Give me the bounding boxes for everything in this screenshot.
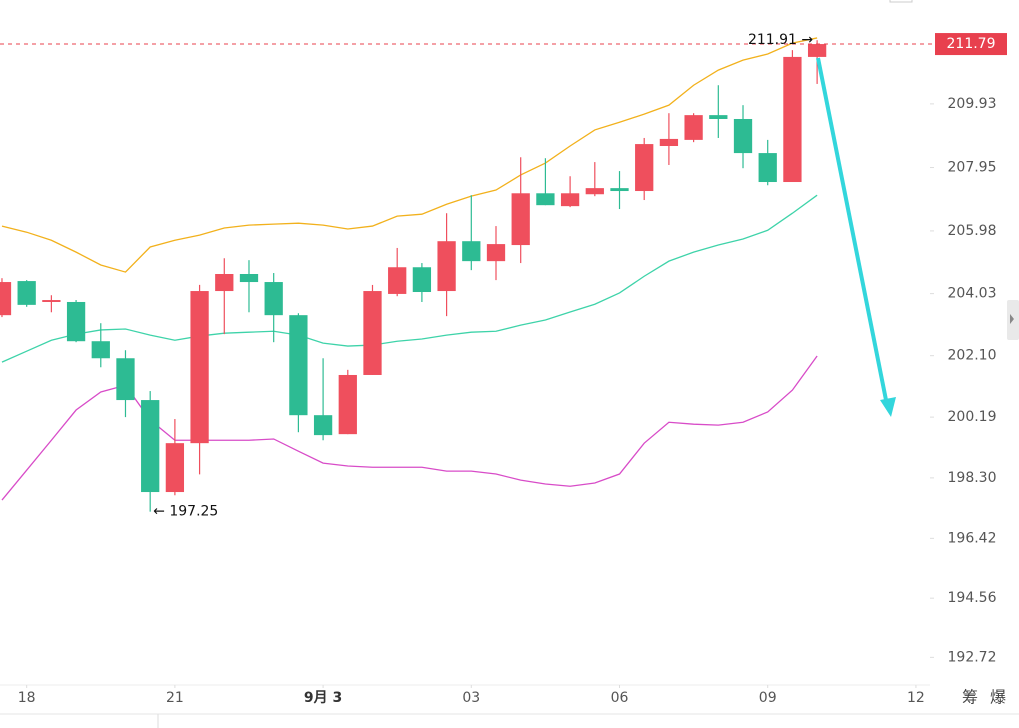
candle-body: [17, 281, 36, 305]
candle-body: [0, 282, 12, 316]
min-label: ← 197.25: [153, 504, 218, 520]
y-tick-label: 192.72: [948, 649, 997, 665]
side-button[interactable]: 爆: [990, 688, 1006, 707]
y-tick-label: 209.93: [948, 96, 997, 112]
band-line: [1, 355, 818, 501]
x-tick-label: 21: [166, 690, 184, 706]
candle-body: [635, 144, 654, 192]
candle-body: [66, 301, 86, 342]
candle-body: [289, 315, 308, 416]
side-handle-icon: [1010, 314, 1014, 324]
candle-body: [190, 291, 209, 444]
candle-body: [388, 267, 407, 294]
candle-body: [239, 274, 259, 283]
y-tick-label: 194.56: [948, 590, 997, 606]
y-tick-label: 196.42: [948, 530, 997, 546]
plot-area: 209.93 207.95 205.98 204.03 202.10 200.19 198.…: [0, 32, 1007, 706]
y-tick-label: 205.98: [948, 223, 997, 239]
candle-body: [412, 267, 432, 293]
candle-body: [141, 400, 160, 493]
band-line: [1, 194, 818, 363]
candle-body: [733, 118, 753, 154]
candle-body: [165, 443, 185, 493]
candle-body: [536, 193, 555, 206]
candle-body: [807, 44, 827, 57]
x-tick-label: 06: [611, 690, 629, 706]
candle-body: [437, 241, 456, 292]
candle-body: [758, 153, 777, 183]
x-tick-label: 03: [462, 690, 480, 706]
x-tick-label: 18: [18, 690, 36, 706]
candle-body: [363, 291, 382, 375]
candle-body: [338, 374, 357, 435]
band-line: [1, 37, 818, 273]
candle-body: [215, 274, 234, 292]
last-price-box: [935, 33, 1007, 56]
candle-body: [610, 188, 629, 192]
corner-button[interactable]: [889, 0, 913, 3]
x-tick-label: 9月 3: [304, 690, 342, 706]
y-tick-label: 207.95: [948, 160, 997, 176]
candle-body: [42, 300, 61, 302]
last-price-label: 211.79: [947, 36, 996, 52]
candle-body: [264, 282, 283, 316]
trend-arrow-head: [880, 397, 896, 417]
side-button[interactable]: 筹: [962, 688, 978, 707]
candle-body: [486, 244, 506, 262]
candle-body: [116, 358, 135, 401]
candle-body: [91, 341, 110, 359]
candle-body: [709, 115, 728, 119]
trend-arrow: [816, 57, 888, 401]
x-tick-label: 12: [907, 690, 925, 706]
max-label: 211.91 →: [748, 32, 813, 48]
y-tick-label: 204.03: [948, 286, 997, 302]
candle-body: [560, 193, 580, 207]
candle-body: [659, 138, 679, 147]
y-tick-label: 198.30: [948, 470, 997, 486]
candle-body: [511, 193, 530, 246]
candle-body: [313, 415, 333, 436]
y-tick-label: 202.10: [948, 348, 997, 364]
candle-body: [783, 56, 802, 183]
candle-body: [462, 241, 481, 262]
candle-body: [585, 188, 604, 195]
candle-body: [684, 115, 703, 140]
x-tick-label: 09: [759, 690, 777, 706]
y-tick-label: 200.19: [948, 409, 997, 425]
